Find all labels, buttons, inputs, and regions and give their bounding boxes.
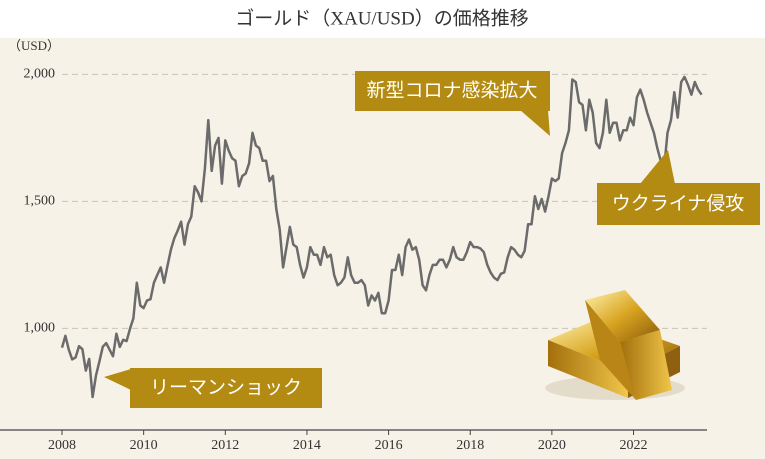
x-tick-label: 2014 [293,438,321,453]
annotation: ウクライナ侵攻 [612,192,745,214]
callout-lehman: リーマンショック [104,368,322,408]
x-tick-label: 2010 [130,438,158,453]
callout-ukraine: ウクライナ侵攻 [597,150,760,225]
gold-bars [545,290,685,400]
callout-covid: 新型コロナ感染拡大 [355,71,550,136]
annotation: リーマンショック [150,376,302,398]
chart-title: ゴールド（XAU/USD）の価格推移 [235,7,528,29]
x-tick-label: 2012 [211,438,239,453]
lines [60,75,703,399]
x-tick-label: 2016 [375,438,403,453]
x-tick-label: 2020 [538,438,566,453]
x-tick-label: 2018 [456,438,484,453]
y-tick-label: 1,000 [24,321,56,336]
x-tick-label: 2008 [48,438,76,453]
y-tick-label: 2,000 [24,67,56,82]
y-unit: （USD） [8,38,60,53]
x-tick-label: 2022 [620,438,648,453]
y-tick-label: 1,500 [24,194,56,209]
annotation: 新型コロナ感染拡大 [366,79,537,101]
price-line [60,75,703,399]
